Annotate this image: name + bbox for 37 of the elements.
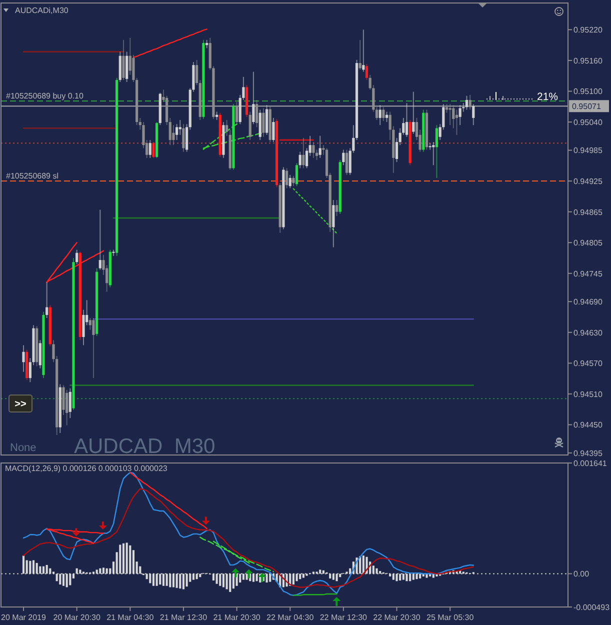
- x-tick-label: 22 Mar 04:30: [266, 613, 314, 622]
- y-tick-label: 0.94395: [574, 448, 603, 458]
- x-tick-label: 21 Mar 12:30: [160, 613, 208, 622]
- y-tick-label: 0.94745: [574, 269, 603, 278]
- y-tick-label: 0.95220: [574, 26, 603, 35]
- y-tick-label: 0.94865: [574, 208, 603, 217]
- y-tick-label: 0.00: [574, 570, 590, 579]
- y-tick-label: 0.001641: [574, 459, 608, 468]
- ref-line-label: #105250689 sl: [6, 172, 59, 181]
- expand-button: >>: [8, 394, 32, 412]
- y-tick-label: 0.95040: [574, 118, 603, 128]
- y-tick-label: 0.94805: [574, 238, 603, 248]
- y-tick-label: 0.95160: [574, 56, 603, 66]
- y-tick-label: 0.94630: [574, 328, 603, 338]
- x-tick-label: 20 Mar 2019: [1, 613, 47, 622]
- y-tick-label: 0.94510: [574, 390, 603, 399]
- y-tick-label: 0.94985: [574, 146, 603, 156]
- y-tick-label: 0.94450: [574, 420, 603, 430]
- y-tick-label: 0.95100: [574, 87, 603, 96]
- y-tick-label: -0.000493: [574, 603, 610, 612]
- chart-title: AUDCADi,M30: [15, 6, 69, 15]
- x-tick-label: 21 Mar 04:30: [106, 613, 154, 622]
- x-tick-label: 22 Mar 20:30: [373, 613, 421, 622]
- ref-line-label: 0.95071: [572, 102, 602, 112]
- y-tick-label: 0.94690: [574, 298, 603, 307]
- annotation: None: [10, 442, 36, 454]
- annotation: >>: [14, 399, 26, 410]
- y-tick-label: 0.94570: [574, 359, 603, 368]
- y-tick-label: 0.94925: [574, 177, 603, 186]
- ref-line-label: #105250689 buy 0.10: [6, 91, 84, 100]
- text: 21%: [537, 91, 558, 103]
- x-tick-label: 25 Mar 05:30: [426, 613, 474, 622]
- x-tick-label: 21 Mar 20:30: [213, 613, 261, 622]
- x-tick-label: 20 Mar 20:30: [53, 613, 101, 622]
- chart-title: MACD(12,26,9) 0.000126 0.000103 0.000023: [5, 464, 168, 473]
- x-tick-label: 22 Mar 12:30: [320, 613, 368, 622]
- annotation: AUDCAD M30: [74, 435, 216, 458]
